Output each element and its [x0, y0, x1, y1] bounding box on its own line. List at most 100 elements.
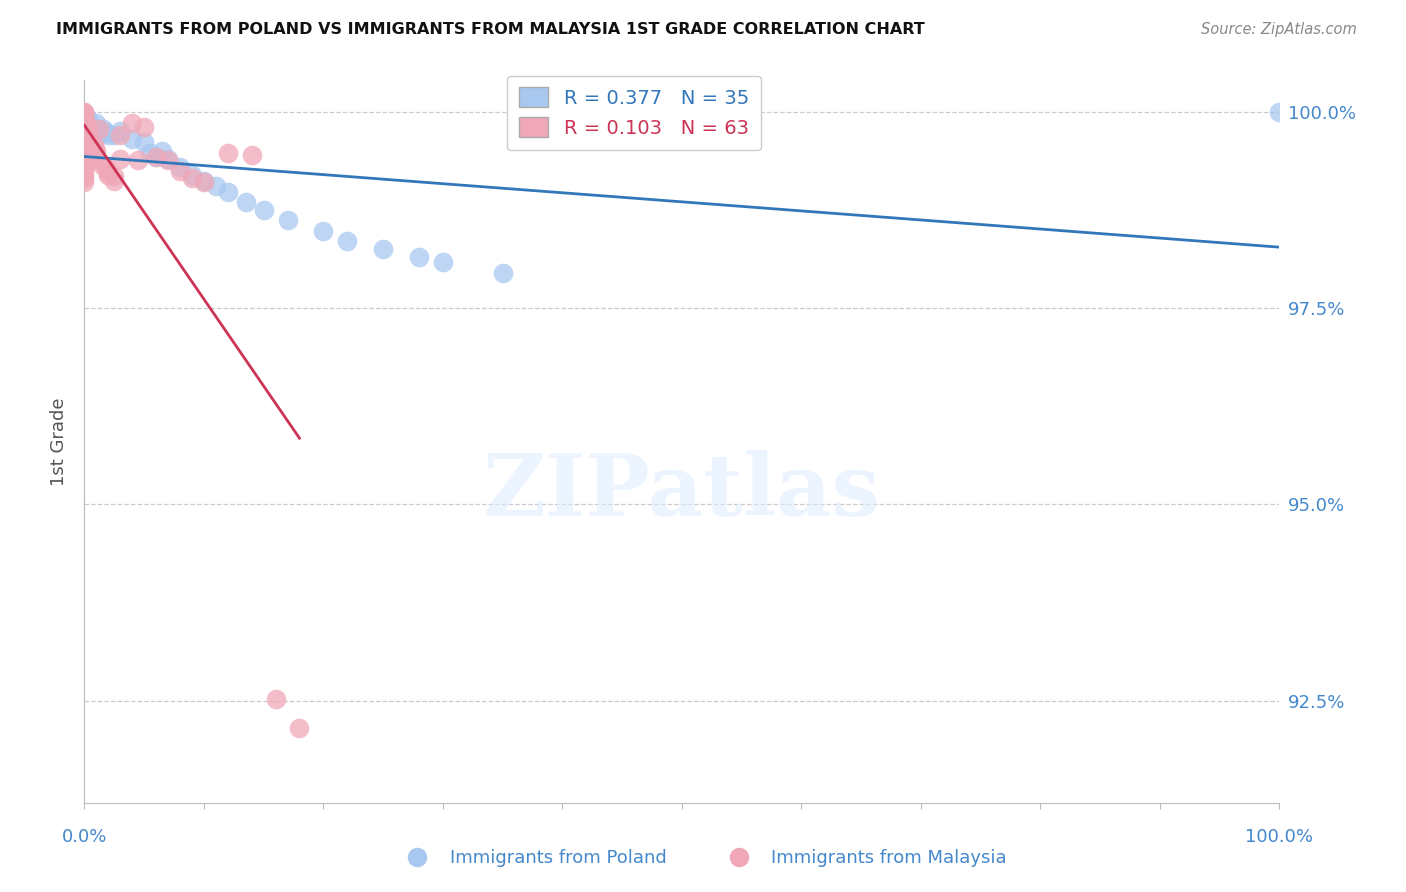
- Point: [97, 128, 120, 143]
- Point: [217, 185, 239, 199]
- Point: [132, 135, 156, 149]
- Text: IMMIGRANTS FROM POLAND VS IMMIGRANTS FROM MALAYSIA 1ST GRADE CORRELATION CHART: IMMIGRANTS FROM POLAND VS IMMIGRANTS FRO…: [56, 22, 925, 37]
- Point: [336, 234, 359, 248]
- Point: [73, 140, 96, 154]
- Point: [97, 168, 120, 182]
- Point: [86, 144, 108, 158]
- Point: [82, 152, 104, 166]
- Point: [193, 174, 215, 188]
- Point: [73, 110, 96, 124]
- Text: Source: ZipAtlas.com: Source: ZipAtlas.com: [1201, 22, 1357, 37]
- Legend: R = 0.377   N = 35, R = 0.103   N = 63: R = 0.377 N = 35, R = 0.103 N = 63: [508, 76, 761, 150]
- Point: [288, 721, 311, 735]
- Point: [235, 194, 257, 209]
- Point: [205, 179, 228, 194]
- Point: [73, 144, 96, 158]
- Point: [75, 114, 97, 128]
- Point: [73, 104, 96, 119]
- Point: [94, 161, 117, 176]
- Point: [73, 163, 96, 178]
- Point: [110, 124, 132, 138]
- Point: [76, 120, 98, 135]
- Point: [217, 145, 239, 160]
- Point: [432, 255, 454, 269]
- Y-axis label: 1st Grade: 1st Grade: [49, 397, 67, 486]
- Point: [73, 111, 96, 125]
- Text: 0.0%: 0.0%: [62, 828, 107, 846]
- Point: [240, 148, 263, 162]
- Point: [73, 112, 96, 127]
- Point: [75, 124, 97, 138]
- Point: [75, 120, 97, 135]
- Point: [103, 169, 125, 183]
- Point: [77, 112, 100, 127]
- Point: [73, 106, 96, 120]
- Point: [86, 116, 108, 130]
- Point: [139, 145, 162, 160]
- Point: [73, 122, 96, 136]
- Point: [87, 122, 110, 136]
- Point: [312, 224, 335, 238]
- Point: [157, 152, 180, 166]
- Point: [73, 160, 96, 174]
- Point: [145, 150, 167, 164]
- Point: [103, 174, 125, 188]
- Point: [169, 163, 191, 178]
- Point: [73, 155, 96, 169]
- Point: [83, 137, 105, 152]
- Point: [145, 150, 167, 164]
- Point: [73, 168, 96, 182]
- Point: [157, 153, 180, 168]
- Point: [75, 128, 97, 143]
- Point: [127, 153, 149, 168]
- Point: [277, 213, 299, 227]
- Point: [79, 144, 101, 158]
- Point: [73, 127, 96, 141]
- Text: ZIPatlas: ZIPatlas: [482, 450, 882, 534]
- Point: [73, 148, 96, 162]
- Point: [169, 160, 191, 174]
- Point: [408, 250, 430, 264]
- Point: [121, 132, 143, 146]
- Text: 100.0%: 100.0%: [1246, 828, 1313, 846]
- Point: [97, 166, 120, 180]
- Point: [73, 124, 96, 138]
- Point: [73, 116, 96, 130]
- Point: [264, 692, 287, 706]
- Point: [181, 171, 204, 186]
- Point: [76, 128, 98, 143]
- Point: [77, 122, 100, 136]
- Point: [121, 116, 143, 130]
- Point: [73, 119, 96, 133]
- Point: [73, 129, 96, 144]
- Point: [373, 242, 395, 256]
- Point: [77, 116, 100, 130]
- Point: [76, 124, 98, 138]
- Point: [73, 120, 96, 135]
- Point: [90, 127, 112, 141]
- Point: [91, 158, 114, 172]
- Point: [253, 202, 276, 217]
- Point: [87, 122, 110, 136]
- Point: [93, 122, 115, 136]
- Point: [1268, 104, 1291, 119]
- Point: [73, 114, 96, 128]
- Point: [132, 120, 156, 135]
- Point: [103, 128, 125, 143]
- Point: [73, 132, 96, 146]
- Point: [73, 108, 96, 122]
- Point: [77, 132, 100, 146]
- Point: [150, 144, 173, 158]
- Point: [94, 125, 117, 139]
- Point: [181, 168, 204, 182]
- Point: [79, 119, 101, 133]
- Point: [110, 128, 132, 143]
- Legend: Immigrants from Poland, Immigrants from Malaysia: Immigrants from Poland, Immigrants from …: [392, 842, 1014, 874]
- Point: [83, 124, 105, 138]
- Point: [73, 104, 96, 119]
- Point: [73, 171, 96, 186]
- Point: [80, 148, 103, 162]
- Point: [193, 175, 215, 189]
- Point: [492, 266, 515, 280]
- Point: [73, 136, 96, 150]
